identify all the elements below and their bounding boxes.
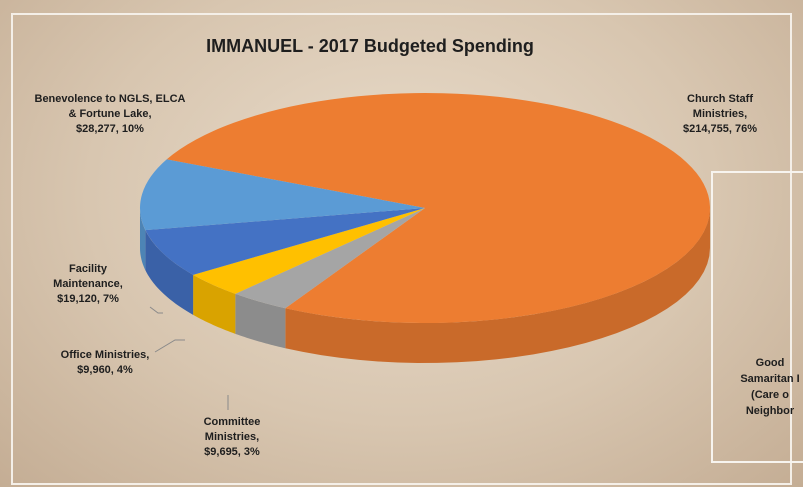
data-label: Benevolence to NGLS, ELCA & Fortune Lake… bbox=[30, 92, 190, 137]
chart-title: IMMANUEL - 2017 Budgeted Spending bbox=[0, 36, 740, 57]
category-label: Committee Ministries, bbox=[204, 416, 261, 443]
percent-label: 4% bbox=[117, 364, 133, 376]
category-label: Benevolence to NGLS, ELCA & Fortune Lake… bbox=[35, 93, 186, 120]
slide: IMMANUEL - 2017 Budgeted Spending Good S… bbox=[0, 0, 803, 487]
annotation: Good Samaritan I (Care o Neighbor bbox=[700, 355, 803, 419]
percent-label: 7% bbox=[103, 293, 119, 305]
percent-label: 10% bbox=[122, 123, 144, 135]
percent-label: 3% bbox=[244, 446, 260, 458]
data-label: Committee Ministries, $9,695, 3% bbox=[187, 415, 277, 460]
category-label: Office Ministries, bbox=[61, 349, 150, 361]
value-label: $28,277, bbox=[76, 123, 119, 135]
value-label: $9,695, bbox=[204, 446, 241, 458]
annotation-line: Samaritan I bbox=[700, 371, 803, 387]
data-label: Church Staff Ministries, $214,755, 76% bbox=[665, 92, 775, 137]
annotation-line: Good bbox=[700, 355, 803, 371]
data-label: Office Ministries, $9,960, 4% bbox=[60, 348, 150, 378]
percent-label: 76% bbox=[735, 123, 757, 135]
data-label: Facility Maintenance, $19,120, 7% bbox=[33, 262, 143, 307]
leader-line bbox=[155, 340, 185, 352]
category-label: Church Staff Ministries, bbox=[687, 93, 753, 120]
pie bbox=[140, 93, 710, 363]
annotation-line: (Care o bbox=[700, 387, 803, 403]
chart bbox=[0, 0, 803, 487]
value-label: $9,960, bbox=[77, 364, 114, 376]
category-label: Facility Maintenance, bbox=[53, 263, 123, 290]
value-label: $214,755, bbox=[683, 123, 732, 135]
annotation-line: Neighbor bbox=[700, 403, 803, 419]
value-label: $19,120, bbox=[57, 293, 100, 305]
leader-line bbox=[150, 307, 163, 313]
